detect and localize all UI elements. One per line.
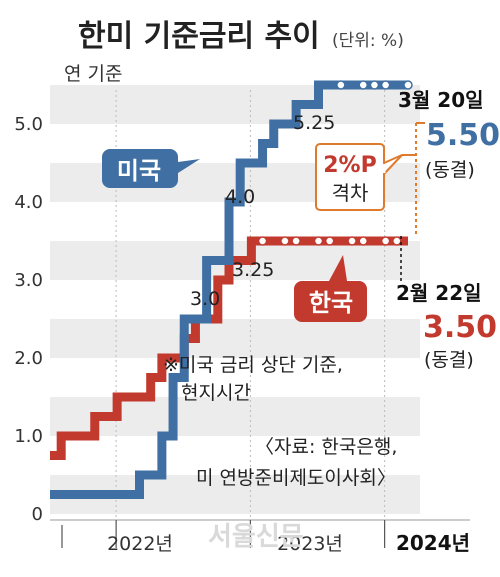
kr-date: 2월 22일 bbox=[396, 281, 482, 305]
kr-hold-marker bbox=[257, 236, 268, 246]
kr-rate: 3.50 bbox=[423, 310, 497, 345]
grid-band bbox=[50, 319, 420, 358]
basis-label: 연 기준 bbox=[64, 63, 122, 85]
us-tag-text: 미국 bbox=[117, 157, 161, 185]
us-rate: 5.50 bbox=[426, 118, 500, 153]
chart-title: 한미 기준금리 추이 bbox=[78, 19, 320, 54]
unit-label: (단위: %) bbox=[332, 31, 404, 51]
kr-hold-marker bbox=[291, 236, 301, 246]
y-tick-label: 4.0 bbox=[14, 192, 43, 213]
gap-value: 2%P bbox=[323, 153, 376, 178]
series-lines bbox=[50, 80, 408, 499]
grid-band bbox=[50, 85, 420, 124]
y-tick-label: 1.0 bbox=[14, 426, 43, 447]
us-status: (동결) bbox=[425, 159, 475, 181]
kr-label-325: 3.25 bbox=[232, 259, 274, 281]
kr-hold-marker bbox=[392, 236, 402, 246]
gap-box: 2%P 격차 bbox=[315, 143, 416, 211]
kr-hold-marker bbox=[347, 236, 357, 246]
kr-hold-marker bbox=[313, 236, 324, 246]
grid-band bbox=[50, 436, 420, 475]
grid-band bbox=[50, 358, 420, 397]
hold-markers bbox=[257, 80, 413, 246]
kr-hold-marker bbox=[358, 236, 368, 246]
us-rate-line bbox=[50, 80, 408, 499]
note-line-1: ※미국 금리 상단 기준, bbox=[163, 354, 343, 376]
x-axis: 2022년 2023년 2024년 bbox=[50, 519, 470, 555]
x-year-label: 2023년 bbox=[277, 533, 343, 555]
us-label-4: 4.0 bbox=[225, 186, 255, 208]
note-line-2: 현지시간 bbox=[181, 382, 251, 404]
y-tick-label: 3.0 bbox=[14, 270, 43, 291]
us-tag-bubble bbox=[102, 149, 200, 188]
kr-tag: 한국 bbox=[294, 255, 367, 322]
kr-hold-marker bbox=[280, 236, 290, 246]
us-hold-marker bbox=[403, 80, 413, 90]
source-line-1: 〈자료: 한국은행, bbox=[255, 436, 397, 458]
gap-label: 격차 bbox=[332, 181, 369, 205]
us-hold-marker bbox=[336, 80, 346, 90]
us-hold-marker bbox=[369, 80, 380, 90]
y-tick-label: 5.0 bbox=[14, 114, 43, 135]
kr-tag-text: 한국 bbox=[309, 289, 353, 317]
y-tick-label: 0 bbox=[32, 504, 43, 525]
kr-rate-line bbox=[50, 236, 408, 460]
us-tag: 미국 bbox=[102, 149, 200, 188]
kr-status: (동결) bbox=[424, 349, 474, 371]
y-axis-ticks: 0 1.0 2.0 3.0 4.0 5.0 bbox=[14, 114, 43, 525]
x-year-label: 2024년 bbox=[396, 531, 470, 555]
kr-hold-marker bbox=[324, 236, 335, 246]
y-tick-label: 2.0 bbox=[14, 348, 43, 369]
watermark-text: 서울신문 bbox=[208, 522, 304, 552]
kr-label-3: 3.0 bbox=[190, 288, 220, 310]
source-line-2: 미 연방준비제도이사회〉 bbox=[196, 467, 396, 489]
kr-tag-bubble bbox=[294, 255, 367, 322]
us-date: 3월 20일 bbox=[398, 88, 484, 112]
us-hold-marker bbox=[380, 80, 391, 90]
x-year-label: 2022년 bbox=[107, 533, 173, 555]
kr-hold-marker bbox=[380, 236, 391, 246]
us-label-525: 5.25 bbox=[293, 112, 335, 134]
us-hold-marker bbox=[358, 80, 368, 90]
